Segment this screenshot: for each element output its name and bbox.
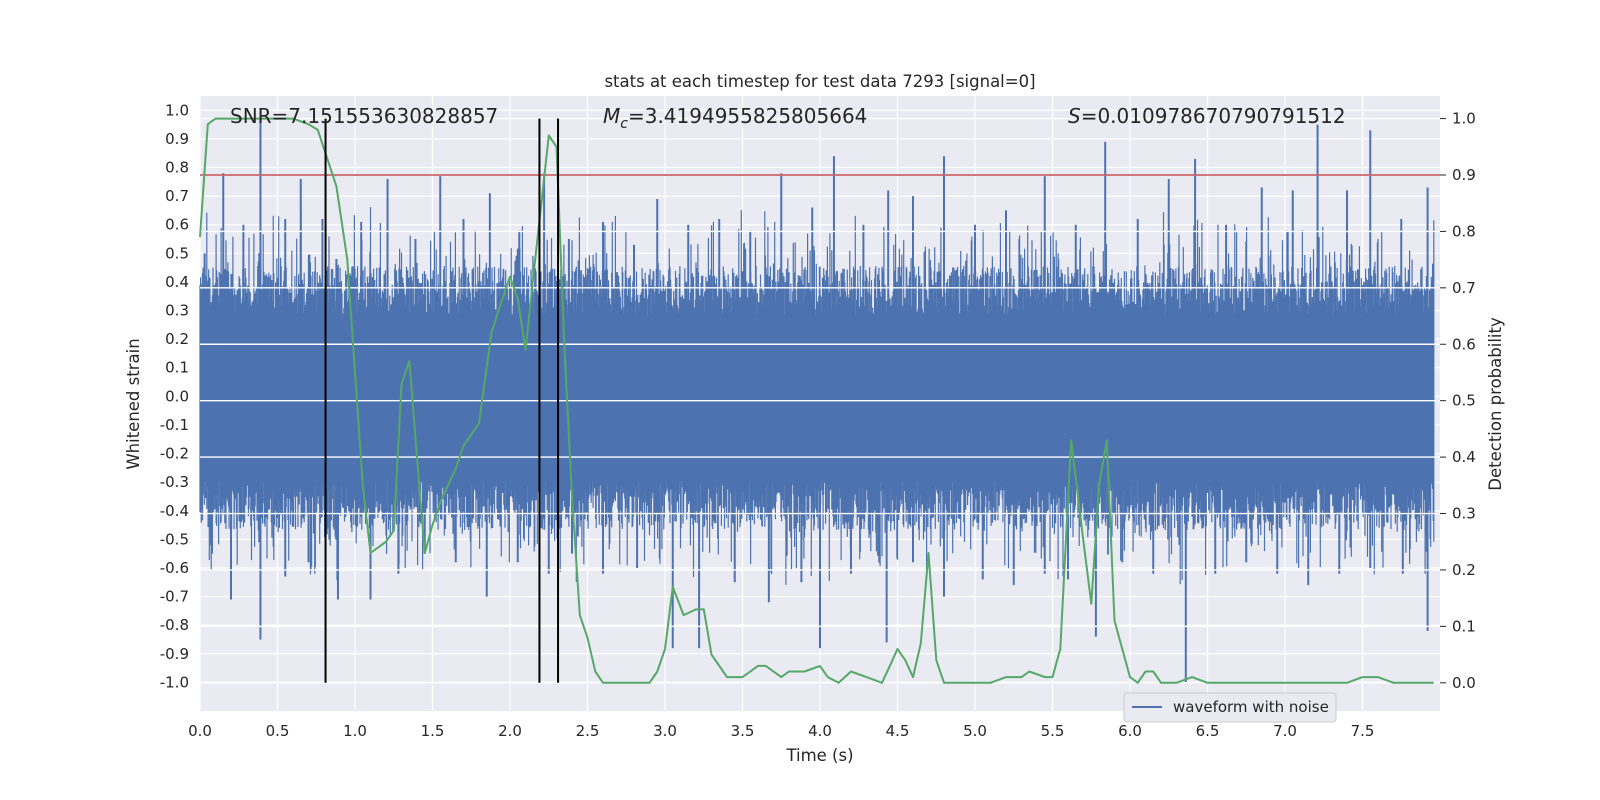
y-right-tick-label: 0.1 bbox=[1452, 617, 1476, 635]
y-left-tick-label: -0.4 bbox=[160, 502, 189, 520]
y-right-tick-label: 0.8 bbox=[1452, 222, 1476, 240]
y-right-tick-label: 0.9 bbox=[1452, 166, 1476, 184]
axes: 0.0 0.5 1.0 1.5 2.0 2.5 3.0 3.5 4.0 4.5 5.0 5.5 6.0 6… bbox=[160, 101, 1476, 740]
x-tick-label: 4.0 bbox=[808, 722, 832, 740]
legend-box bbox=[1123, 692, 1337, 723]
y-right-tick-label: 0.4 bbox=[1452, 448, 1476, 466]
x-tick-label: 0.5 bbox=[266, 722, 290, 740]
chirp-mass-annotation: Mc=3.4194955825805664 bbox=[603, 104, 867, 132]
y-left-tick-label: -0.1 bbox=[160, 416, 189, 434]
y-right-tick-label: 0.7 bbox=[1452, 279, 1476, 297]
y-left-tick-label: 0.7 bbox=[165, 187, 189, 205]
x-tick-label: 5.0 bbox=[963, 722, 987, 740]
x-tick-label: 3.0 bbox=[653, 722, 677, 740]
y-right-tick-label: 0.6 bbox=[1452, 335, 1476, 353]
y-axis-left-label: Whitened strain bbox=[124, 338, 143, 469]
chirp-mass-subscript: c bbox=[620, 116, 628, 132]
legend: waveform with noise bbox=[1123, 692, 1337, 723]
event-markers bbox=[324, 118, 560, 683]
y-left-tick-label: 0.6 bbox=[165, 216, 189, 234]
legend-label-waveform: waveform with noise bbox=[1173, 698, 1329, 716]
x-tick-label: 1.5 bbox=[421, 722, 445, 740]
x-tick-label: 2.5 bbox=[576, 722, 600, 740]
x-tick-label: 3.5 bbox=[731, 722, 755, 740]
y-right-tick-label: 1.0 bbox=[1452, 110, 1476, 128]
x-tick-label: 2.0 bbox=[498, 722, 522, 740]
x-tick-label: 4.5 bbox=[886, 722, 910, 740]
waveform-series bbox=[199, 118, 1435, 683]
y-left-tick-label: 0.0 bbox=[165, 387, 189, 405]
y-left-tick-label: -0.8 bbox=[160, 616, 189, 634]
y-left-tick-label: 1.0 bbox=[165, 101, 189, 119]
y-right-tick-label: 0.3 bbox=[1452, 505, 1476, 523]
x-tick-label: 7.5 bbox=[1351, 722, 1375, 740]
y-left-tick-label: -0.2 bbox=[160, 445, 189, 463]
right-grid-lines bbox=[200, 117, 1440, 684]
probability-line bbox=[199, 117, 1434, 684]
x-tick-label: 5.5 bbox=[1041, 722, 1065, 740]
y-left-tick-label: -1.0 bbox=[160, 673, 189, 691]
snr-s-annotation: S=0.010978670790791512 bbox=[1068, 104, 1346, 128]
y-left-tick-label: 0.9 bbox=[165, 130, 189, 148]
y-left-tick-label: -0.5 bbox=[160, 530, 189, 548]
y-right-tick-label: 0.2 bbox=[1452, 561, 1476, 579]
y-left-tick-label: 0.8 bbox=[165, 159, 189, 177]
probability-series bbox=[199, 117, 1434, 684]
y-left-tick-label: -0.6 bbox=[160, 559, 189, 577]
x-tick-label: 1.0 bbox=[343, 722, 367, 740]
chirp-mass-symbol: M bbox=[603, 104, 620, 128]
x-tick-label: 6.5 bbox=[1196, 722, 1220, 740]
chart-title: stats at each timestep for test data 729… bbox=[604, 72, 1035, 91]
snr-annotation: SNR=7.151553630828857 bbox=[230, 104, 498, 128]
x-tick-label: 6.0 bbox=[1118, 722, 1142, 740]
y-left-tick-label: -0.9 bbox=[160, 645, 189, 663]
chirp-mass-value: =3.4194955825805664 bbox=[628, 104, 867, 128]
s-value: =0.010978670790791512 bbox=[1081, 104, 1346, 128]
y-left-tick-label: 0.3 bbox=[165, 302, 189, 320]
y-right-tick-label: 0.0 bbox=[1452, 674, 1476, 692]
y-left-tick-label: 0.1 bbox=[165, 359, 189, 377]
s-symbol: S bbox=[1068, 104, 1081, 128]
y-left-tick-label: -0.7 bbox=[160, 588, 189, 606]
x-tick-label: 7.0 bbox=[1273, 722, 1297, 740]
x-tick-label: 0.0 bbox=[188, 722, 212, 740]
x-axis-label: Time (s) bbox=[785, 746, 853, 765]
y-left-tick-label: -0.3 bbox=[160, 473, 189, 491]
y-left-tick-label: 0.5 bbox=[165, 244, 189, 262]
y-right-tick-label: 0.5 bbox=[1452, 392, 1476, 410]
y-left-tick-label: 0.4 bbox=[165, 273, 189, 291]
y-axis-right-label: Detection probability bbox=[1486, 317, 1505, 491]
y-left-tick-label: 0.2 bbox=[165, 330, 189, 348]
